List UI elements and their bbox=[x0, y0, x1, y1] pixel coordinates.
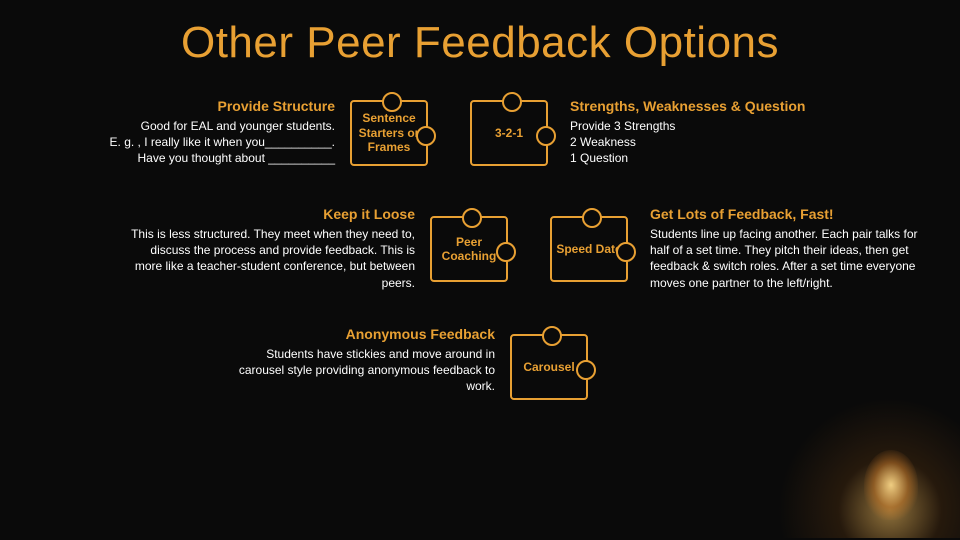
page-title: Other Peer Feedback Options bbox=[0, 0, 960, 68]
row2-left-heading: Keep it Loose bbox=[80, 206, 415, 222]
row1-left-heading: Provide Structure bbox=[80, 98, 335, 114]
row1-left-body: Good for EAL and younger students. E. g.… bbox=[80, 118, 335, 167]
row1-right-body: Provide 3 Strengths 2 Weakness 1 Questio… bbox=[570, 118, 870, 167]
row2-right-heading: Get Lots of Feedback, Fast! bbox=[650, 206, 940, 222]
row1-right-heading: Strengths, Weaknesses & Question bbox=[570, 98, 870, 114]
row3-left-heading: Anonymous Feedback bbox=[140, 326, 495, 342]
row2-right-body: Students line up facing another. Each pa… bbox=[650, 226, 930, 291]
row2-puzzle-right: Speed Date bbox=[550, 216, 628, 282]
row1-puzzle-left: Sentence Starters or Frames bbox=[350, 100, 428, 166]
row1-puzzle-right: 3-2-1 bbox=[470, 100, 548, 166]
row3-left-body: Students have stickies and move around i… bbox=[220, 346, 495, 395]
row3-puzzle-left: Carousel bbox=[510, 334, 588, 400]
content-area: Provide Structure Good for EAL and young… bbox=[0, 98, 960, 538]
row2-left-body: This is less structured. They meet when … bbox=[130, 226, 415, 291]
row2-puzzle-left: Peer Coaching bbox=[430, 216, 508, 282]
lightbulb-decoration bbox=[760, 398, 960, 538]
